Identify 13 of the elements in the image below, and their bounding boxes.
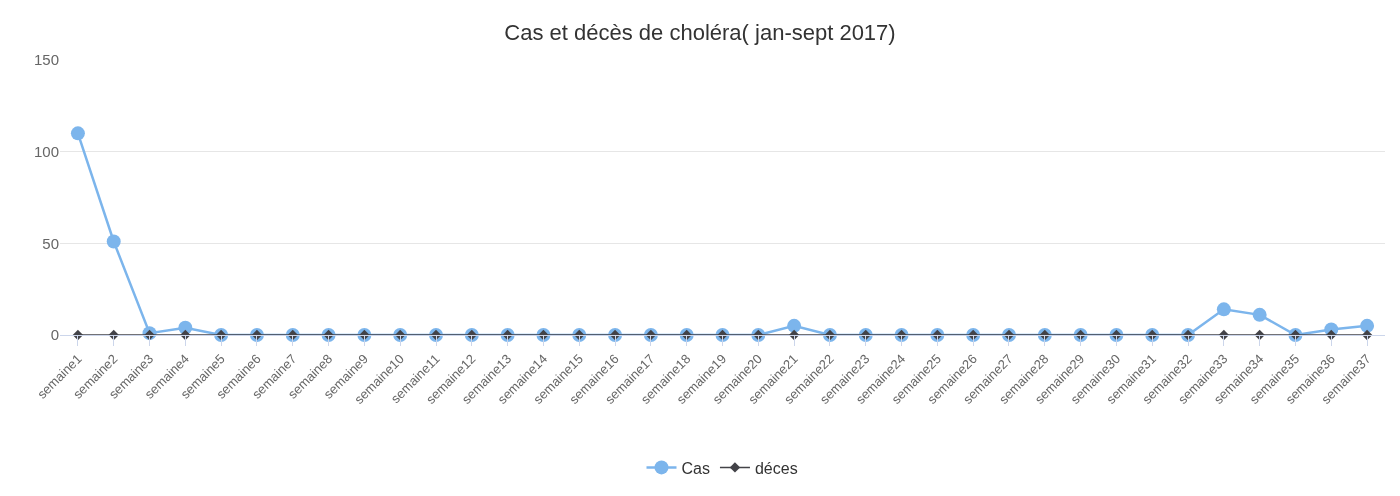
y-tick-label: 0: [50, 326, 59, 344]
y-tick-label: 50: [42, 234, 59, 252]
chart-title: Cas et décès de choléra( jan-sept 2017): [504, 20, 896, 46]
point: [787, 318, 802, 333]
point: [1216, 302, 1231, 317]
legend-label: déces: [754, 459, 798, 477]
point: [106, 234, 121, 249]
y-tick-label: 100: [33, 142, 59, 160]
point: [1360, 318, 1375, 333]
y-tick-label: 150: [33, 51, 59, 69]
point: [70, 126, 85, 141]
legend-label: Cas: [681, 459, 710, 477]
point: [1252, 307, 1267, 322]
